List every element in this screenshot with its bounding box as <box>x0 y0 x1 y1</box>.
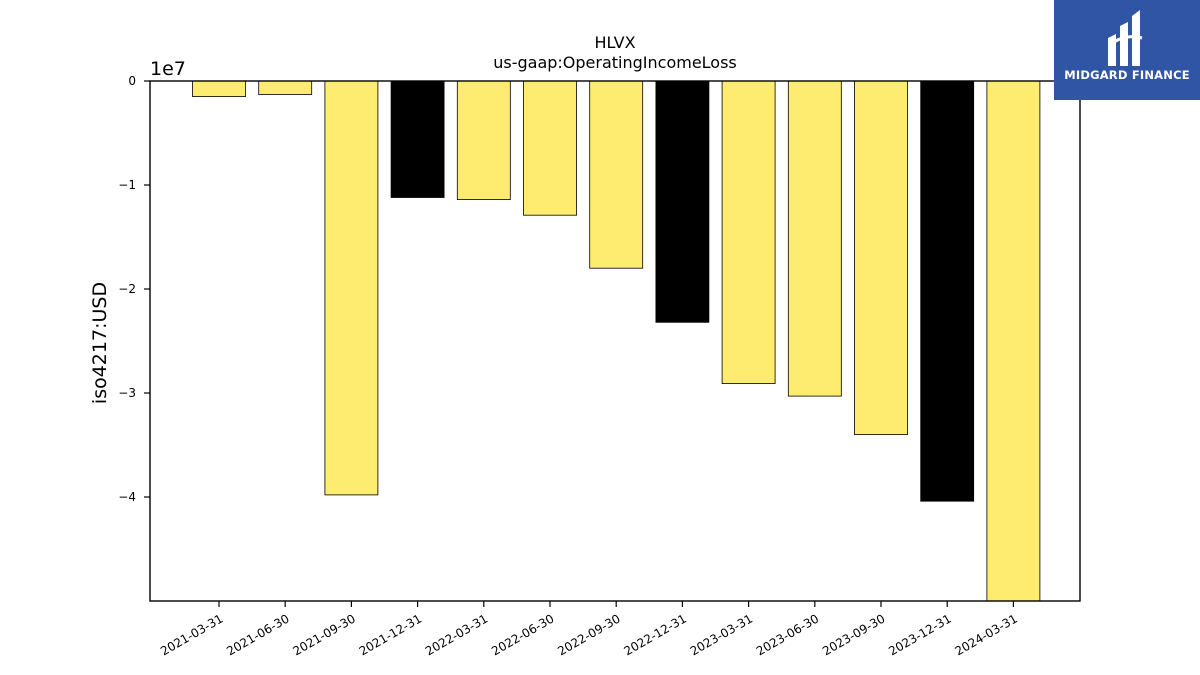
y-tick-label: −2 <box>118 282 136 296</box>
x-tick-label: 2021-06-30 <box>224 611 291 658</box>
bar-2023-03-31 <box>721 80 776 385</box>
bar-2021-03-31 <box>192 80 246 98</box>
bar-2023-09-30 <box>854 80 908 436</box>
x-tick-label: 2023-06-30 <box>754 611 821 658</box>
y-axis-label: iso4217:USD <box>89 282 111 404</box>
x-tick-label: 2023-03-31 <box>688 611 755 658</box>
bar-2021-06-30 <box>258 80 313 95</box>
x-tick-label: 2023-12-31 <box>886 611 953 658</box>
plot-frame <box>149 80 1081 602</box>
x-tick-label: 2021-12-31 <box>357 611 424 658</box>
bar-2022-09-30 <box>589 80 644 269</box>
x-tick-label: 2022-12-31 <box>621 611 688 658</box>
y-tick-label: −1 <box>118 178 136 192</box>
bar-2021-12-31 <box>390 80 445 198</box>
bar-2023-12-31 <box>920 80 975 502</box>
y-tick-label: −4 <box>118 490 136 504</box>
x-tick-label: 2021-09-30 <box>290 611 357 658</box>
chart-subtitle: us-gaap:OperatingIncomeLoss <box>493 53 737 72</box>
bar-2022-06-30 <box>523 80 577 216</box>
bar-2021-09-30 <box>324 80 379 496</box>
bar-2022-03-31 <box>456 80 511 200</box>
x-tick-label: 2022-09-30 <box>555 611 622 658</box>
y-axis-scale-label: 1e7 <box>150 58 186 80</box>
bar-2022-12-31 <box>655 80 710 323</box>
x-tick-label: 2022-03-31 <box>423 611 490 658</box>
x-tick-label: 2024-03-31 <box>952 611 1019 658</box>
x-tick-label: 2022-06-30 <box>489 611 556 658</box>
y-tick-label: 0 <box>128 74 136 88</box>
brand-logo: MIDGARD FINANCE <box>1054 0 1200 100</box>
brand-logo-icon <box>1108 10 1143 66</box>
bar-2023-06-30 <box>787 80 842 397</box>
x-tick-label: 2023-09-30 <box>820 611 887 658</box>
x-tick-label: 2021-03-31 <box>158 611 225 658</box>
brand-logo-text: MIDGARD FINANCE <box>1064 68 1190 82</box>
chart-title: HLVX <box>594 33 635 52</box>
y-tick-label: −3 <box>118 386 136 400</box>
bar-2024-03-31 <box>986 80 1041 602</box>
